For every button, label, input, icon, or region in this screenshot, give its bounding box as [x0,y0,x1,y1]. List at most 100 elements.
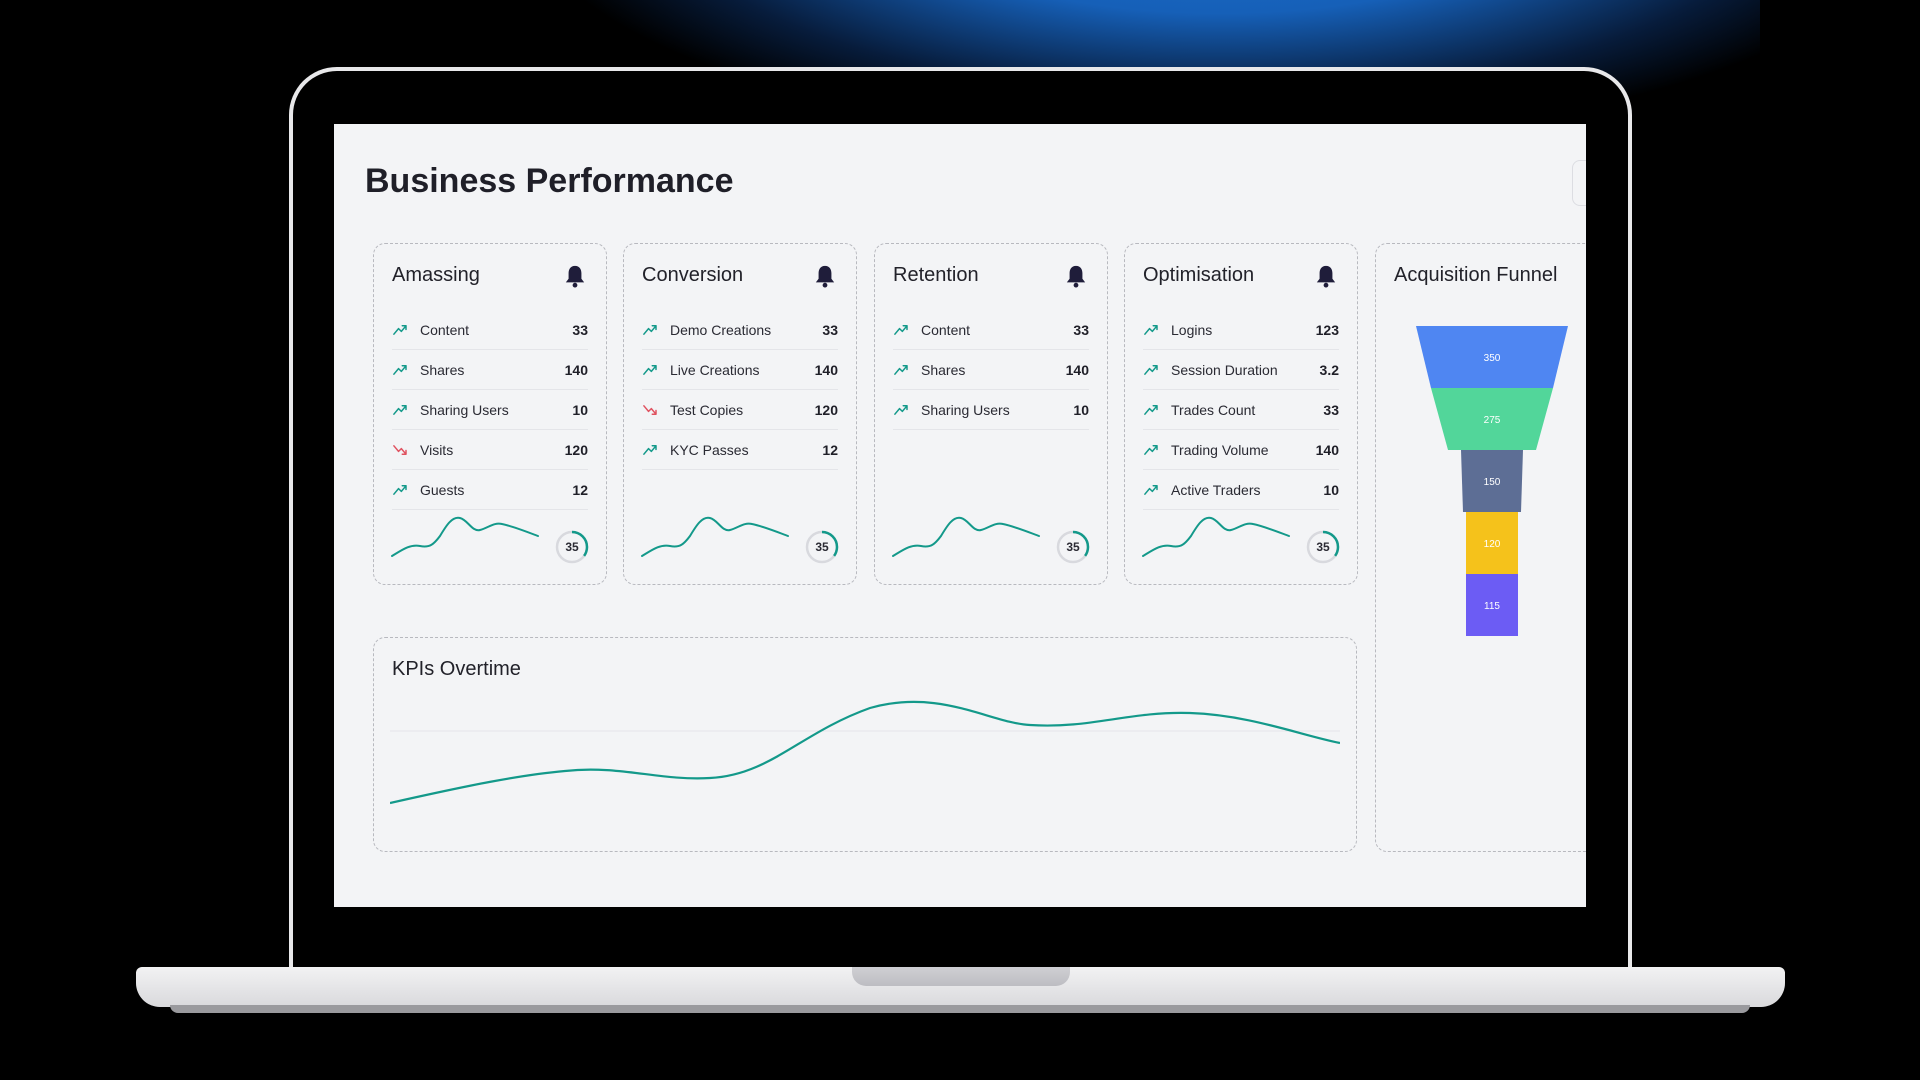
metric-row: Trades Count 33 [1143,390,1339,430]
sparkline [1142,516,1290,557]
metric-list: Content 33 Shares 140 Sharing Users 10 [893,310,1089,430]
trending-up-icon [894,404,908,415]
collapse-panel-tab[interactable] [1572,160,1586,206]
funnel-stage-3-value: 150 [1484,477,1501,488]
bell-icon[interactable] [814,264,836,288]
sparkline [892,516,1040,557]
metric-value: 33 [822,321,838,338]
metric-list: Logins 123 Session Duration 3.2 Trades Count… [1143,310,1339,510]
trending-up-icon [1144,404,1158,415]
metric-label: Trades Count [1171,401,1256,418]
sparkline [641,516,789,557]
kpi-series-line [390,700,1340,805]
dashboard-screen: Business Performance Amassing Content 33 Sh… [334,124,1586,907]
funnel-title: Acquisition Funnel [1394,264,1558,286]
bell-icon[interactable] [1065,264,1087,288]
metric-row: Content 33 [392,310,588,350]
metric-value: 120 [564,441,588,458]
metric-value: 10 [1073,401,1089,418]
metric-label: Visits [420,441,454,458]
funnel-stage-5-value: 115 [1484,601,1500,612]
funnel-stage-5 [1466,574,1518,636]
metric-label: KYC Passes [670,441,749,458]
metric-value: 33 [1323,401,1339,418]
metric-value: 3.2 [1319,361,1339,378]
metric-row: Trading Volume 140 [1143,430,1339,470]
metric-row: Sharing Users 10 [392,390,588,430]
trending-up-icon [1144,484,1158,495]
progress-ring [1056,530,1090,564]
trending-up-icon [643,444,657,455]
bell-icon[interactable] [1315,264,1337,288]
kpi-overtime-card: KPIs Overtime [373,637,1357,852]
metric-row: Live Creations 140 [642,350,838,390]
funnel-stage-2-value: 275 [1484,415,1501,426]
kpi-title: KPIs Overtime [392,658,521,680]
funnel-stage-4-value: 120 [1484,539,1501,550]
progress-ring [555,530,589,564]
card-title: Retention [893,264,979,286]
metric-label: Sharing Users [420,401,509,418]
metric-label: Content [420,321,470,338]
progress-ring-value: 35 [565,540,579,554]
trending-up-icon [393,484,407,495]
trending-up-icon [894,364,908,375]
funnel-stage-2 [1431,388,1553,450]
progress-ring-value: 35 [815,540,829,554]
metric-list: Demo Creations 33 Live Creations 140 Test Co… [642,310,838,470]
metric-label: Trading Volume [1171,441,1269,458]
trending-up-icon [1144,444,1158,455]
metric-value: 12 [822,441,838,458]
acquisition-funnel-chart: 350 275 150 120 115 [1416,326,1568,636]
trending-up-icon [1144,364,1158,375]
metric-row: Demo Creations 33 [642,310,838,350]
funnel-stage-1-value: 350 [1484,353,1501,364]
metric-row: KYC Passes 12 [642,430,838,470]
metric-label: Logins [1171,321,1213,338]
funnel-stage-4 [1466,512,1518,574]
trending-up-icon [643,364,657,375]
metric-value: 140 [564,361,588,378]
trending-up-icon [393,404,407,415]
card-title: Conversion [642,264,744,286]
progress-ring-value: 35 [1066,540,1080,554]
metric-label: Content [921,321,971,338]
metric-row: Logins 123 [1143,310,1339,350]
sparkline [391,516,539,557]
trending-up-icon [393,324,407,335]
metric-row: Content 33 [893,310,1089,350]
metric-value: 140 [1065,361,1089,378]
laptop-notch [852,967,1070,986]
metric-list: Content 33 Shares 140 Sharing Users 10 Visits 1… [392,310,588,510]
metric-row: Session Duration 3.2 [1143,350,1339,390]
trending-down-icon [393,444,407,455]
trending-down-icon [643,404,657,415]
metric-row: Sharing Users 10 [893,390,1089,430]
bell-icon[interactable] [564,264,586,288]
trending-up-icon [393,364,407,375]
metric-label: Shares [420,361,465,378]
acquisition-funnel-card: Acquisition Funnel 350 275 150 120 115 [1375,243,1586,852]
metric-row: Test Copies 120 [642,390,838,430]
metric-value: 33 [572,321,588,338]
progress-ring [1306,530,1340,564]
metric-row: Active Traders 10 [1143,470,1339,510]
metric-label: Sharing Users [921,401,1010,418]
metric-value: 123 [1315,321,1339,338]
metric-row: Shares 140 [893,350,1089,390]
page-title: Business Performance [365,162,734,200]
metric-value: 10 [1323,481,1339,498]
card-amassing: Amassing Content 33 Shares 140 Sharing Users 1… [373,243,607,585]
kpi-line-chart [390,700,1340,805]
metric-label: Shares [921,361,966,378]
trending-up-icon [1144,324,1158,335]
card-title: Amassing [392,264,480,286]
metric-row: Visits 120 [392,430,588,470]
metric-label: Live Creations [670,361,760,378]
progress-ring [805,530,839,564]
card-conversion: Conversion Demo Creations 33 Live Creations… [623,243,857,585]
metric-label: Demo Creations [670,321,772,338]
trending-up-icon [643,324,657,335]
metric-row: Shares 140 [392,350,588,390]
metric-label: Session Duration [1171,361,1278,378]
